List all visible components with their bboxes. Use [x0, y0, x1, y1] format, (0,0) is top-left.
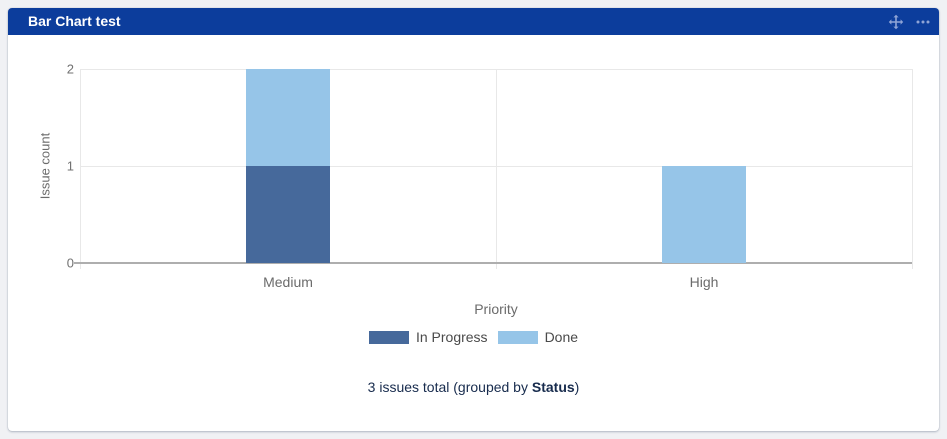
gadget-header: Bar Chart test	[8, 8, 939, 35]
x-axis-title: Priority	[474, 301, 518, 317]
legend-swatch	[497, 330, 538, 344]
summary-text: 3 issues total (grouped by Status)	[8, 379, 939, 395]
legend-label: In Progress	[415, 329, 488, 345]
move-icon[interactable]	[888, 14, 904, 30]
category-boundary-line	[912, 69, 913, 269]
legend-label: Done	[544, 329, 579, 345]
y-tick-label: 1	[66, 158, 74, 174]
category-label: Medium	[263, 274, 313, 290]
bar-segment-done[interactable]	[246, 69, 330, 166]
summary-suffix: )	[574, 379, 580, 395]
category-boundary-line	[80, 69, 81, 269]
gadget-title: Bar Chart test	[28, 13, 121, 29]
y-axis-ticks: 0 1 2	[8, 62, 74, 271]
plot-area	[74, 69, 913, 269]
legend-item: Done	[497, 329, 579, 345]
category-label: High	[689, 274, 719, 290]
legend-item: In Progress	[368, 329, 488, 345]
bar-segment-in-progress[interactable]	[246, 166, 330, 263]
category-boundary-line	[496, 69, 497, 269]
legend-swatch	[368, 330, 409, 344]
x-axis-labels: Medium High	[8, 274, 939, 292]
more-options-icon[interactable]	[915, 14, 931, 30]
x-axis-line	[74, 262, 912, 264]
y-tick-label: 0	[66, 255, 74, 271]
y-tick-label: 2	[66, 61, 74, 77]
gadget-header-actions	[888, 14, 931, 30]
summary-prefix: 3 issues total (grouped by	[367, 379, 532, 395]
chart-legend: In Progress Done	[8, 329, 939, 345]
summary-group: Status	[531, 379, 575, 395]
bar-segment-done[interactable]	[662, 166, 746, 263]
